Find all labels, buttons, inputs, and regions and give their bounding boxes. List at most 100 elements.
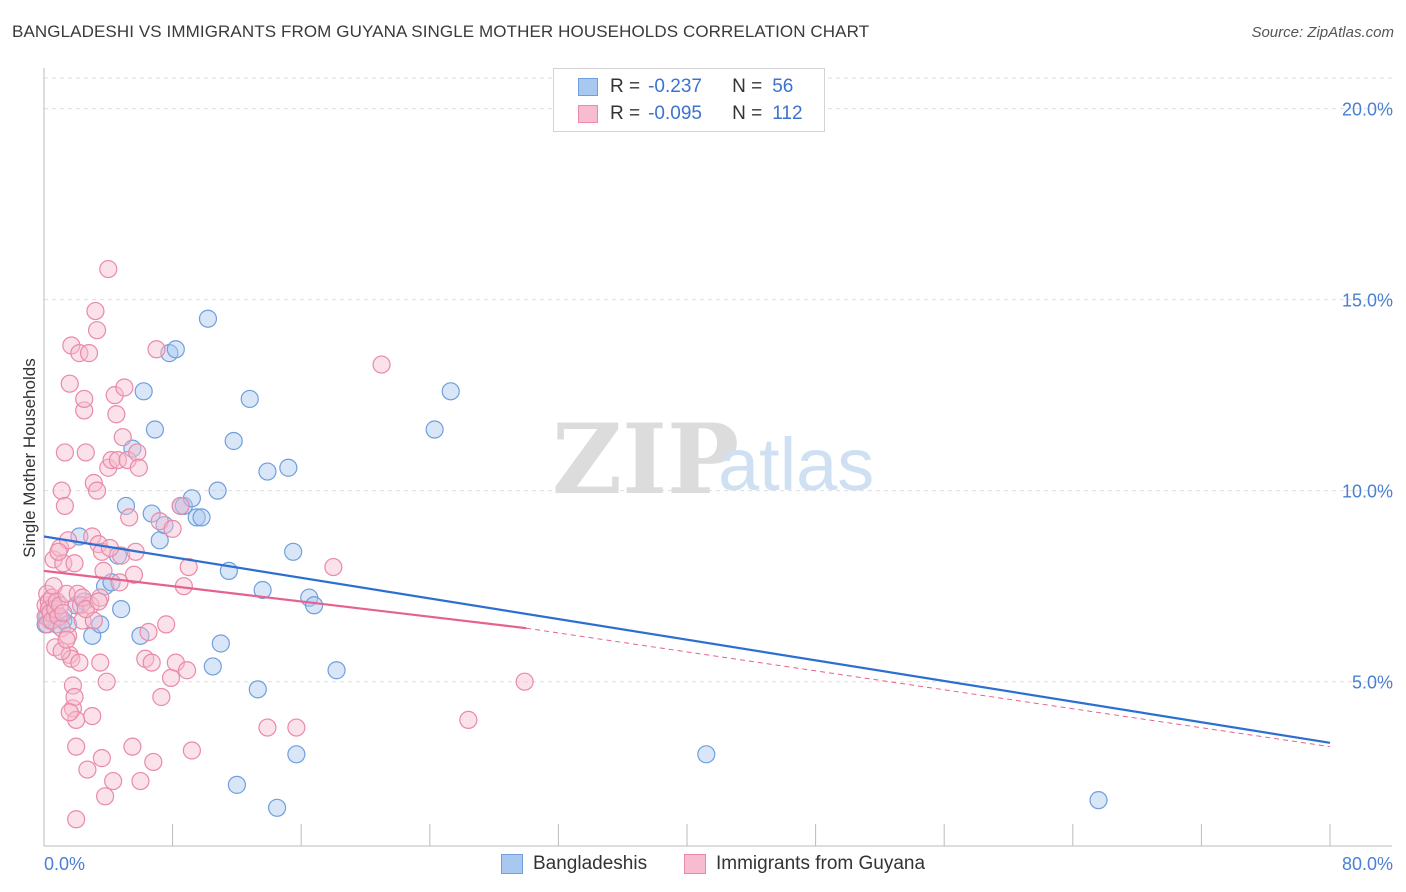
chart-source: Source: ZipAtlas.com	[1251, 24, 1394, 41]
data-point	[258, 462, 277, 481]
data-point	[97, 672, 116, 691]
data-point	[110, 573, 129, 592]
data-point	[258, 718, 277, 737]
watermark: ZIP atlas	[552, 403, 874, 516]
legend-swatch-pink	[578, 105, 598, 123]
data-point	[116, 496, 136, 516]
bottom-legend-swatch-blue	[501, 854, 523, 874]
data-point	[57, 630, 76, 649]
data-point	[192, 508, 211, 527]
data-point	[107, 405, 126, 424]
trend-line-bangladeshis	[43, 535, 1331, 744]
data-point	[102, 450, 121, 470]
data-point	[86, 301, 105, 321]
data-point	[304, 596, 324, 615]
data-point	[123, 737, 142, 756]
data-point	[287, 745, 306, 764]
grid-lines	[44, 77, 1392, 683]
legend-r-value: -0.237	[648, 76, 702, 97]
series-bangladeshis	[36, 309, 1108, 817]
data-point	[131, 771, 150, 791]
legend-n-label: N =	[732, 103, 763, 124]
legend-n-label: N =	[732, 76, 763, 97]
legend-n-value: 56	[772, 76, 794, 97]
watermark-zip: ZIP	[552, 403, 739, 516]
data-point	[267, 798, 287, 817]
chart-title: BANGLADESHI VS IMMIGRANTS FROM GUYANA SI…	[12, 22, 870, 41]
data-point	[459, 710, 478, 730]
data-point	[324, 557, 343, 577]
data-point	[104, 771, 123, 791]
data-point	[441, 382, 460, 401]
data-point	[113, 428, 132, 447]
data-point	[208, 481, 227, 500]
bottom-legend-bangladeshis: Bangladeshis	[501, 851, 647, 877]
data-point	[55, 443, 74, 462]
data-point	[279, 458, 298, 477]
data-point	[211, 634, 230, 653]
data-point	[287, 718, 306, 737]
data-point	[327, 661, 346, 680]
data-point	[203, 657, 222, 676]
data-point	[198, 309, 218, 328]
data-point	[112, 600, 131, 619]
data-point	[54, 603, 73, 623]
y-tick-labels: 5.0% 10.0% 15.0% 20.0%	[1342, 100, 1393, 693]
data-point	[177, 661, 197, 680]
legend-row-guyana: R = -0.095 N = 112	[554, 101, 803, 127]
legend-r-label: R =	[610, 76, 641, 97]
data-point	[60, 703, 79, 722]
data-point	[224, 431, 243, 451]
data-point	[171, 496, 190, 516]
legend: R = -0.237 N = 56 R = -0.095 N = 112	[553, 68, 825, 132]
data-point	[182, 741, 201, 760]
data-point	[152, 687, 171, 707]
data-point	[129, 458, 148, 477]
bottom-legend-label: Bangladeshis	[533, 853, 648, 874]
data-point	[60, 374, 79, 393]
data-point	[78, 760, 97, 779]
data-point	[63, 676, 83, 695]
y-tick-label: 20.0%	[1342, 100, 1393, 120]
data-point	[87, 321, 107, 340]
data-point	[105, 386, 124, 405]
data-point	[95, 787, 115, 806]
y-tick-label: 15.0%	[1342, 291, 1393, 311]
trend-line-guyana-extension	[526, 627, 1331, 748]
y-tick-label: 10.0%	[1342, 482, 1393, 502]
data-point	[52, 619, 71, 638]
data-point	[76, 443, 95, 462]
data-point	[145, 420, 165, 439]
legend-r-label: R =	[610, 103, 641, 124]
data-point	[55, 496, 74, 516]
data-point	[697, 745, 716, 764]
bottom-legend-guyana: Immigrants from Guyana	[684, 851, 925, 877]
axes	[43, 68, 1392, 847]
data-point	[157, 615, 176, 634]
series-guyana	[36, 259, 534, 829]
data-point	[1089, 791, 1108, 810]
bottom-legend-swatch-pink	[684, 854, 706, 874]
data-point	[248, 680, 267, 699]
data-point	[65, 687, 84, 707]
trend-lines	[43, 535, 1331, 748]
data-point	[166, 340, 185, 359]
data-point	[227, 775, 246, 794]
bottom-legend-label: Immigrants from Guyana	[716, 853, 926, 874]
data-point	[120, 508, 139, 527]
x-tick-labels: 0.0% 80.0%	[44, 854, 1393, 874]
data-point	[108, 450, 128, 470]
y-tick-label: 5.0%	[1352, 673, 1393, 693]
data-point	[83, 706, 102, 726]
data-point	[52, 481, 71, 500]
data-point	[253, 580, 272, 600]
data-point	[179, 557, 198, 577]
data-point	[70, 653, 89, 672]
data-point	[79, 344, 99, 363]
data-point	[92, 749, 111, 768]
data-point	[94, 561, 113, 580]
legend-swatch-blue	[578, 78, 598, 96]
legend-row-bangladeshis: R = -0.237 N = 56	[554, 74, 793, 100]
data-point	[284, 542, 303, 561]
